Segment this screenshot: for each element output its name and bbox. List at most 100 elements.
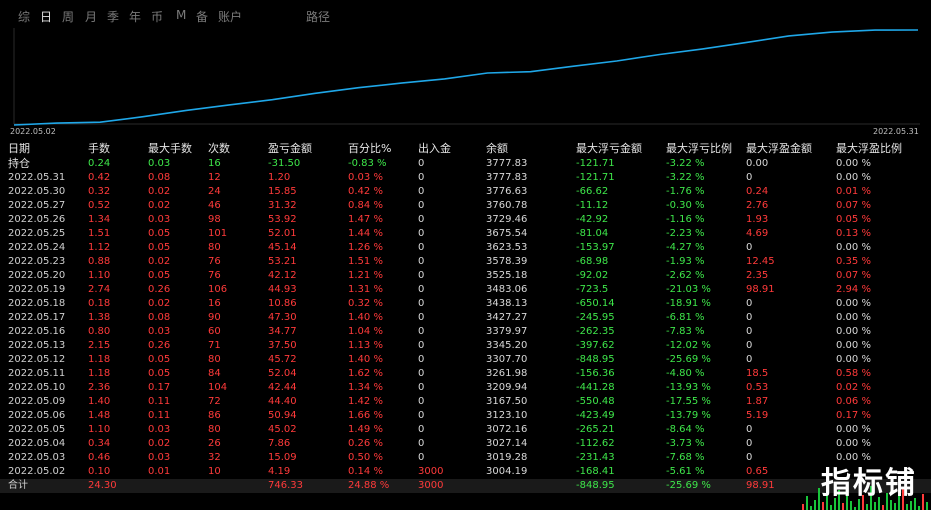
cell-7: 3623.53 [486,242,528,253]
cell-6: 3000 [418,466,444,477]
cell-10: 1.93 [746,214,769,225]
cell-7: 3776.63 [486,186,528,197]
cell-11: 0.05 % [836,214,871,225]
cell-10: 0 [746,354,753,365]
tab-7[interactable]: M [176,8,187,22]
cell-0: 2022.05.26 [8,214,66,225]
volume-bar [898,496,900,510]
cell-3: 86 [208,410,221,421]
col-header-11: 最大浮盈比例 [836,142,902,155]
cell-3: 104 [208,382,228,393]
cell-10: 2.35 [746,270,769,281]
cell-4: 53.92 [268,214,297,225]
cell-2: 0.02 [148,298,171,309]
cell-4: 52.04 [268,368,297,379]
volume-bar [862,495,864,510]
cell-10: 0 [746,326,753,337]
table-row[interactable]: 2022.05.05 1.10 0.03 80 45.02 1.49 % 0 3072.16 -… [0,423,931,437]
cell-4: 45.02 [268,424,297,435]
cell-6: 0 [418,368,425,379]
cell-4: 45.72 [268,354,297,365]
cell-0: 2022.05.17 [8,312,66,323]
tab-1[interactable]: 日 [40,10,53,24]
table-row[interactable]: 2022.05.04 0.34 0.02 26 7.86 0.26 % 0 3027.14 -1… [0,437,931,451]
cell-0: 合计 [0,479,88,493]
volume-bar [806,496,808,510]
balance-line [13,29,919,126]
cell-6: 0 [418,298,425,309]
table-row[interactable]: 2022.05.06 1.48 0.11 86 50.94 1.66 % 0 3123.10 -… [0,409,931,423]
table-row[interactable]: 2022.05.18 0.18 0.02 16 10.86 0.32 % 0 3438.13 -… [0,297,931,311]
cell-7: 3760.78 [486,200,528,211]
table-row[interactable]: 2022.05.03 0.46 0.03 32 15.09 0.50 % 0 3019.28 -… [0,451,931,465]
table-row[interactable]: 2022.05.24 1.12 0.05 80 45.14 1.26 % 0 3623.53 -… [0,241,931,255]
cell-10: 12.45 [746,256,775,267]
cell-6: 0 [418,200,425,211]
cell-2: 0.26 [148,340,171,351]
col-header-5: 百分比% [348,142,392,155]
table-row[interactable]: 2022.05.02 0.10 0.01 10 4.19 0.14 % 3000 3004.1… [0,465,931,479]
tab-5[interactable]: 年 [129,10,142,24]
cell-3: 60 [208,326,221,337]
table-row[interactable]: 2022.05.20 1.10 0.05 76 42.12 1.21 % 0 3525.18 -… [0,269,931,283]
tab-4[interactable]: 季 [107,10,120,24]
tab-8[interactable]: 备 [196,10,209,24]
cell-0: 2022.05.31 [8,172,66,183]
table-row[interactable]: 2022.05.26 1.34 0.03 98 53.92 1.47 % 0 3729.46 -… [0,213,931,227]
cell-11: 0.13 % [836,228,871,239]
cell-4: 44.40 [268,396,297,407]
table-row[interactable]: 2022.05.27 0.52 0.02 46 31.32 0.84 % 0 3760.78 -… [0,199,931,213]
cell-7: 3072.16 [486,424,528,435]
table-row[interactable]: 2022.05.13 2.15 0.26 71 37.50 1.13 % 0 3345.20 -… [0,339,931,353]
cell-8: -550.48 [576,396,615,407]
table-row[interactable]: 2022.05.10 2.36 0.17 104 42.44 1.34 % 0 3209.94… [0,381,931,395]
tab-6[interactable]: 币 [151,10,164,24]
table-row[interactable]: 2022.05.19 2.74 0.26 106 44.93 1.31 % 0 3483.06… [0,283,931,297]
table-row[interactable]: 2022.05.31 0.42 0.08 12 1.20 0.03 % 0 3777.83 -1… [0,171,931,185]
cell-11: 0.17 % [836,410,871,421]
cell-2: 0.02 [148,200,171,211]
cell-2: 0.05 [148,368,171,379]
cell-8: -231.43 [576,452,615,463]
cell-2: 0.11 [148,410,171,421]
cell-0: 2022.05.04 [8,438,66,449]
cell-3: 12 [208,172,221,183]
cell-1: 1.51 [88,228,111,239]
cell-9: -4.27 % [666,242,705,253]
cell-6: 0 [418,284,425,295]
mini-volume-bars [802,486,928,510]
position-row[interactable]: 持仓 0.24 0.03 16 -31.50 -0.83 % 0 3777.83 -121.71… [0,157,931,171]
tab-0[interactable]: 综 [18,10,31,24]
table-row[interactable]: 2022.05.23 0.88 0.02 76 53.21 1.51 % 0 3578.39 -… [0,255,931,269]
col-header-4: 盈亏金额 [268,142,312,155]
table-row[interactable]: 2022.05.16 0.80 0.03 60 34.77 1.04 % 0 3379.97 -… [0,325,931,339]
tab-10[interactable]: 路径 [306,10,331,24]
table-row[interactable]: 2022.05.12 1.18 0.05 80 45.72 1.40 % 0 3307.70 -… [0,353,931,367]
tab-9[interactable]: 账户 [218,10,243,24]
table-row[interactable]: 2022.05.30 0.32 0.02 24 15.85 0.42 % 0 3776.63 -… [0,185,931,199]
tab-2[interactable]: 周 [62,10,75,24]
cell-10: 0 [746,452,753,463]
cell-6: 3000 [418,479,486,493]
table-row[interactable]: 2022.05.17 1.38 0.08 90 47.30 1.40 % 0 3427.27 -… [0,311,931,325]
cell-1: 2.15 [88,340,111,351]
cell-7: 3027.14 [486,438,528,449]
cell-9: -25.69 % [666,354,711,365]
cell-3: 71 [208,340,221,351]
table-row[interactable]: 2022.05.25 1.51 0.05 101 52.01 1.44 % 0 3675.54… [0,227,931,241]
cell-7: 3427.27 [486,312,528,323]
cell-8: -245.95 [576,312,615,323]
table-row[interactable]: 2022.05.11 1.18 0.05 84 52.04 1.62 % 0 3261.98 -… [0,367,931,381]
table-row[interactable]: 2022.05.09 1.40 0.11 72 44.40 1.42 % 0 3167.50 -… [0,395,931,409]
tab-3[interactable]: 月 [85,10,98,24]
total-row[interactable]: 合计 24.30 746.33 24.88 % 3000 -848.95 -25.69 % 9… [0,479,931,493]
cell-4: 45.14 [268,242,297,253]
cell-9: -13.93 % [666,382,711,393]
cell-9: -3.22 % [666,158,705,169]
cell-8: -112.62 [576,438,615,449]
cell-6: 0 [418,228,425,239]
cell-6: 0 [418,158,425,169]
cell-7: 3675.54 [486,228,528,239]
cell-5: 1.47 % [348,214,383,225]
volume-bar [838,490,840,510]
